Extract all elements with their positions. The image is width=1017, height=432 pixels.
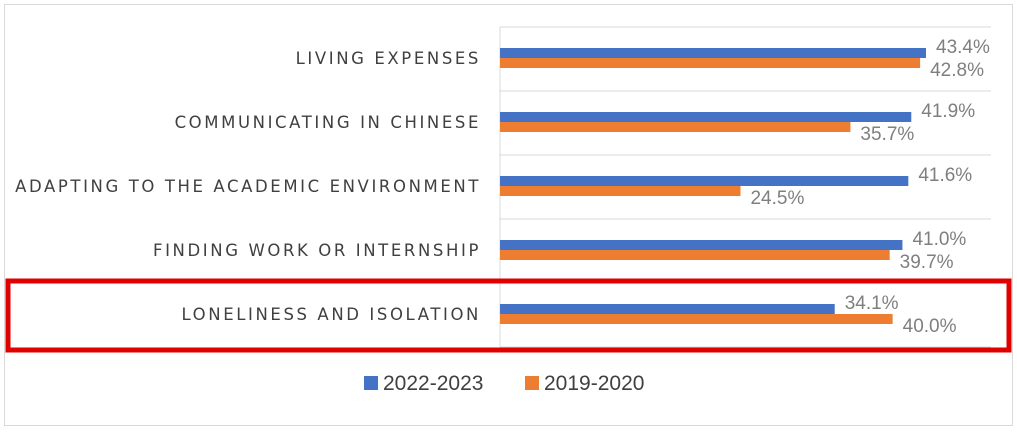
- legend-swatch: [364, 376, 378, 390]
- data-label: 35.7%: [860, 124, 914, 145]
- bar-2019-2020: [500, 250, 890, 260]
- category-label: COMMUNICATING IN CHINESE: [175, 113, 481, 132]
- data-label: 39.7%: [900, 252, 954, 273]
- category-label: FINDING WORK OR INTERNSHIP: [153, 241, 481, 260]
- legend-swatch: [525, 376, 539, 390]
- data-label: 42.8%: [930, 60, 984, 81]
- bar-2022-2023: [500, 240, 903, 250]
- bar-2022-2023: [500, 304, 835, 314]
- bar-2019-2020: [500, 314, 893, 324]
- bar-2022-2023: [500, 176, 909, 186]
- data-label: 40.0%: [903, 316, 957, 337]
- legend-label: 2022-2023: [383, 372, 483, 395]
- bar-2019-2020: [500, 122, 851, 132]
- bar-2019-2020: [500, 58, 921, 68]
- bars: [500, 48, 926, 324]
- category-label: ADAPTING TO THE ACADEMIC ENVIRONMENT: [15, 177, 481, 196]
- data-label: 41.6%: [918, 165, 972, 186]
- data-label: 24.5%: [750, 188, 804, 209]
- bar-2022-2023: [500, 112, 912, 122]
- data-label: 41.0%: [912, 229, 966, 250]
- category-label: LONELINESS AND ISOLATION: [181, 305, 481, 324]
- data-label: 34.1%: [845, 293, 899, 314]
- highlight-box: [5, 278, 1012, 353]
- bar-2019-2020: [500, 186, 741, 196]
- data-label: 41.9%: [921, 101, 975, 122]
- legend-label: 2019-2020: [544, 372, 644, 395]
- legend: 2022-2023 2019-2020: [364, 372, 644, 395]
- bar-2022-2023: [500, 48, 926, 58]
- data-label: 43.4%: [936, 37, 990, 58]
- category-label: LIVING EXPENSES: [296, 49, 481, 68]
- highlight-rectangle: [5, 278, 1012, 353]
- labels: LIVING EXPENSES 43.4%42.8% COMMUNICATING I…: [15, 37, 990, 337]
- chart-frame: [4, 4, 1013, 426]
